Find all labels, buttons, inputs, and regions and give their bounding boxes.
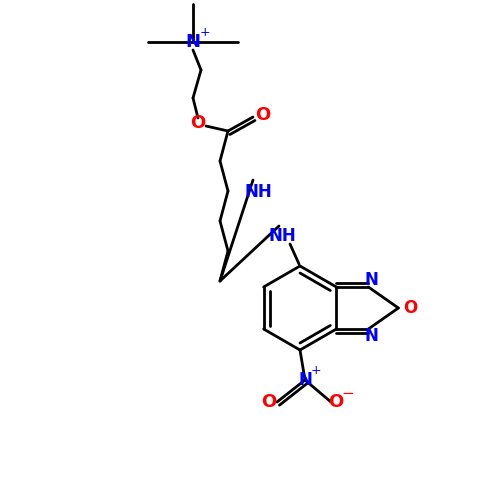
- Text: O: O: [256, 106, 270, 124]
- Text: +: +: [310, 364, 322, 378]
- Text: O: O: [262, 393, 276, 411]
- Text: N: N: [298, 371, 312, 389]
- Text: O: O: [403, 299, 417, 317]
- Text: NH: NH: [244, 183, 272, 201]
- Text: NH: NH: [268, 227, 296, 245]
- Text: N: N: [186, 33, 200, 51]
- Text: N: N: [364, 271, 378, 289]
- Text: N: N: [364, 327, 378, 345]
- Text: O: O: [328, 393, 344, 411]
- Text: O: O: [190, 114, 206, 132]
- Text: −: −: [342, 386, 354, 400]
- Text: +: +: [200, 26, 210, 40]
